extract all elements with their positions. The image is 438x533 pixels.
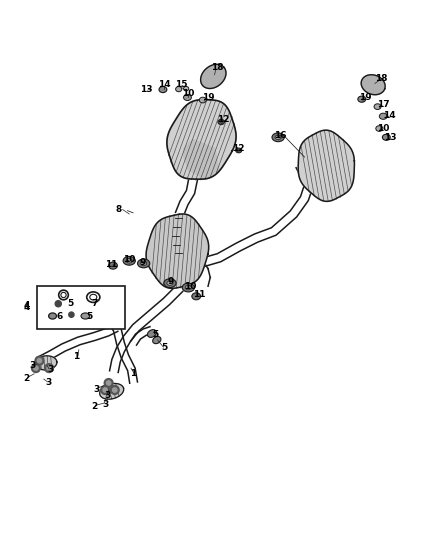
Ellipse shape: [49, 313, 57, 319]
Ellipse shape: [184, 86, 189, 91]
Ellipse shape: [358, 96, 366, 102]
Ellipse shape: [148, 329, 156, 337]
Ellipse shape: [126, 259, 132, 263]
Text: 16: 16: [274, 131, 286, 140]
Ellipse shape: [109, 262, 117, 269]
Text: 3: 3: [102, 400, 108, 409]
Text: 3: 3: [30, 360, 36, 369]
Ellipse shape: [176, 86, 182, 92]
Text: 18: 18: [211, 63, 223, 72]
Circle shape: [113, 388, 117, 392]
Text: 10: 10: [123, 255, 135, 264]
Circle shape: [104, 378, 113, 387]
Text: 9: 9: [168, 277, 174, 286]
Text: 10: 10: [182, 89, 194, 98]
Text: 14: 14: [384, 111, 396, 120]
Polygon shape: [298, 130, 354, 201]
Text: 3: 3: [45, 378, 51, 387]
Ellipse shape: [272, 133, 284, 142]
Text: 5: 5: [161, 343, 167, 352]
Text: 9: 9: [139, 257, 145, 266]
Polygon shape: [146, 214, 208, 288]
Ellipse shape: [164, 279, 176, 287]
Circle shape: [35, 356, 44, 365]
Ellipse shape: [184, 94, 191, 101]
Text: 6: 6: [56, 312, 62, 321]
Ellipse shape: [218, 119, 224, 125]
Text: 14: 14: [158, 80, 170, 89]
Ellipse shape: [153, 336, 161, 344]
Text: 17: 17: [377, 100, 389, 109]
Text: 13: 13: [141, 85, 153, 94]
Ellipse shape: [167, 281, 173, 285]
Text: 12: 12: [233, 144, 245, 153]
Ellipse shape: [182, 283, 194, 292]
Text: 1: 1: [74, 352, 80, 361]
Text: 11: 11: [193, 290, 205, 300]
Circle shape: [69, 312, 74, 317]
Text: 19: 19: [360, 93, 372, 102]
Text: 5: 5: [87, 312, 93, 321]
Ellipse shape: [376, 126, 383, 131]
Circle shape: [37, 359, 42, 363]
Text: 3: 3: [104, 391, 110, 400]
Ellipse shape: [236, 148, 242, 153]
Ellipse shape: [379, 113, 387, 119]
Polygon shape: [184, 140, 219, 179]
Circle shape: [110, 386, 119, 394]
Circle shape: [45, 364, 53, 373]
Ellipse shape: [185, 285, 191, 290]
Text: 19: 19: [202, 93, 214, 102]
Polygon shape: [167, 100, 236, 179]
Text: 18: 18: [375, 74, 387, 83]
Ellipse shape: [141, 261, 147, 265]
FancyBboxPatch shape: [37, 286, 125, 329]
Text: 12: 12: [217, 115, 230, 124]
Text: 1: 1: [131, 369, 137, 378]
Text: 13: 13: [384, 133, 396, 142]
Ellipse shape: [61, 292, 66, 297]
Text: 2: 2: [23, 374, 29, 383]
Text: 3: 3: [93, 385, 99, 394]
Text: 10: 10: [377, 124, 389, 133]
Ellipse shape: [81, 313, 90, 319]
Circle shape: [34, 366, 38, 370]
Text: 4: 4: [23, 303, 29, 312]
Circle shape: [32, 364, 40, 373]
Polygon shape: [100, 383, 124, 399]
Ellipse shape: [382, 134, 390, 140]
Text: 7: 7: [91, 299, 97, 308]
Ellipse shape: [159, 86, 167, 93]
Text: 10: 10: [184, 282, 197, 290]
Ellipse shape: [192, 293, 201, 300]
Text: 4: 4: [23, 302, 29, 310]
Text: 8: 8: [115, 205, 121, 214]
Circle shape: [55, 301, 61, 307]
Text: 5: 5: [67, 299, 73, 308]
Polygon shape: [361, 75, 385, 95]
Circle shape: [47, 366, 51, 370]
Text: 11: 11: [106, 260, 118, 269]
Text: 5: 5: [152, 330, 159, 339]
Circle shape: [103, 388, 107, 392]
Text: 15: 15: [176, 80, 188, 89]
Ellipse shape: [90, 294, 97, 300]
Ellipse shape: [199, 97, 206, 103]
Ellipse shape: [123, 256, 135, 265]
Polygon shape: [35, 356, 57, 370]
Text: 3: 3: [47, 365, 53, 374]
Ellipse shape: [374, 104, 381, 109]
Ellipse shape: [275, 135, 281, 140]
Circle shape: [101, 386, 110, 394]
Ellipse shape: [138, 259, 150, 268]
Text: 2: 2: [91, 402, 97, 411]
Polygon shape: [201, 64, 226, 88]
Circle shape: [106, 381, 111, 385]
